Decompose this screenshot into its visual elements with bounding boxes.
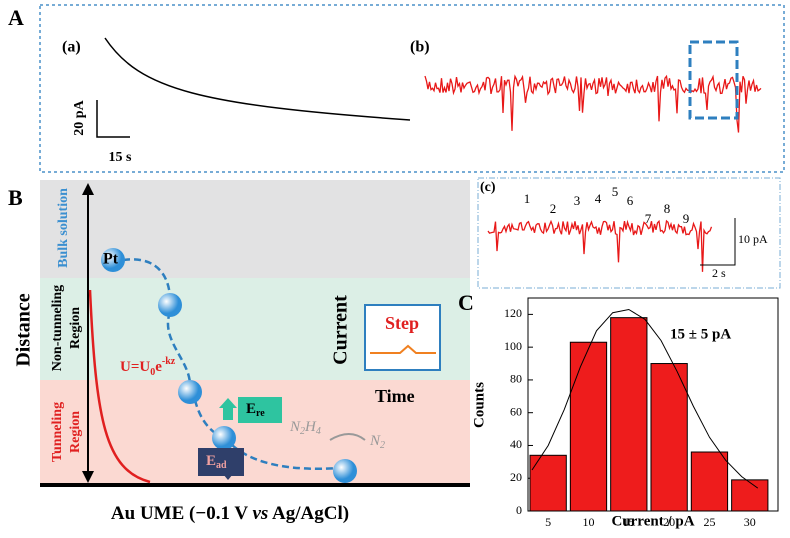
y-tick-label: 60 bbox=[510, 404, 522, 418]
peak-label: 9 bbox=[683, 211, 690, 226]
bar bbox=[650, 363, 688, 512]
down-arrow bbox=[218, 452, 238, 480]
bar bbox=[610, 317, 648, 512]
path bbox=[122, 258, 341, 471]
scale-label: 15 s bbox=[109, 150, 133, 165]
bar bbox=[731, 479, 769, 512]
panel-letter: C bbox=[458, 290, 474, 315]
particle bbox=[178, 380, 202, 404]
peak-label: 4 bbox=[595, 191, 602, 206]
scale-label: 20 pA bbox=[72, 99, 87, 135]
reaction-arrow bbox=[329, 433, 366, 441]
x-tick-label: 5 bbox=[545, 515, 551, 529]
bar bbox=[569, 341, 608, 512]
x-tick-label: 30 bbox=[744, 515, 756, 529]
ere-box bbox=[238, 397, 282, 423]
region-label: Tunneling bbox=[50, 402, 65, 462]
pt-label: Pt bbox=[103, 251, 119, 268]
x-tick-label: 20 bbox=[663, 515, 675, 529]
peak-label: 7 bbox=[645, 211, 652, 226]
region-label: Bulk solution bbox=[56, 188, 71, 268]
panel-letter: A bbox=[8, 5, 24, 30]
y-tick-label: 100 bbox=[504, 339, 522, 353]
bar bbox=[529, 454, 567, 512]
panel-letter: B bbox=[8, 185, 23, 210]
y-tick-label: 0 bbox=[516, 503, 522, 517]
annotation: 15 ± 5 pA bbox=[670, 326, 731, 342]
scale-bar bbox=[96, 100, 130, 138]
scale-bar bbox=[700, 218, 736, 266]
x-tick-label: 25 bbox=[703, 515, 715, 529]
scale-label: 10 pA bbox=[738, 232, 768, 246]
particle bbox=[333, 459, 357, 483]
current-trace bbox=[487, 219, 713, 272]
panel-a-frame bbox=[39, 4, 785, 173]
x-tick-label: 15 bbox=[623, 515, 635, 529]
peak-label: 3 bbox=[574, 193, 581, 208]
axis-label: Distance bbox=[13, 293, 35, 366]
potential-curve bbox=[88, 289, 151, 484]
region-label: Region bbox=[68, 411, 83, 453]
axis-label: Counts bbox=[471, 382, 487, 428]
species: N2H4 bbox=[289, 419, 321, 437]
peak-label: 1 bbox=[524, 191, 531, 206]
trace-c bbox=[487, 219, 713, 272]
species: N2 bbox=[369, 433, 385, 451]
zoom-box bbox=[688, 40, 739, 120]
particle bbox=[158, 293, 182, 317]
y-tick-label: 80 bbox=[510, 372, 522, 386]
sub-label: (c) bbox=[480, 180, 496, 195]
current-trace bbox=[424, 74, 762, 133]
y-tick-label: 120 bbox=[504, 306, 522, 320]
axis-label: Current / pA bbox=[611, 513, 694, 529]
trace-b bbox=[424, 74, 762, 133]
sub-label: (a) bbox=[62, 39, 81, 56]
axis-label: Current bbox=[330, 295, 352, 365]
peak-label: 6 bbox=[627, 193, 634, 208]
energy-label: Ere bbox=[246, 401, 265, 419]
x-tick-label: 10 bbox=[582, 515, 594, 529]
region-label: Non-tunneling bbox=[50, 285, 65, 371]
particle bbox=[212, 426, 236, 450]
fit-curve bbox=[531, 308, 759, 489]
sub-label: (b) bbox=[410, 39, 430, 56]
peak-label: 8 bbox=[664, 201, 671, 216]
peak-label: 2 bbox=[550, 201, 557, 216]
axis-label: Au UME (−0.1 V vs Ag/AgCl) bbox=[111, 503, 349, 524]
panel-c-frame bbox=[477, 177, 781, 289]
scale-label: 2 s bbox=[712, 266, 726, 280]
up-arrow bbox=[219, 398, 237, 420]
y-tick-label: 20 bbox=[510, 470, 522, 484]
axis-label: Time bbox=[375, 386, 415, 406]
region-label: Region bbox=[68, 307, 83, 349]
decay-trace bbox=[104, 37, 411, 121]
particle bbox=[101, 248, 125, 272]
equation: U=U0e-kz bbox=[120, 356, 176, 378]
y-tick-label: 40 bbox=[510, 437, 522, 451]
energy-label: Ead bbox=[206, 453, 227, 471]
peak-label: 5 bbox=[612, 184, 619, 199]
step-box bbox=[364, 304, 441, 371]
bar bbox=[690, 451, 729, 512]
step-line bbox=[370, 344, 436, 354]
step-label: Step bbox=[385, 313, 419, 333]
